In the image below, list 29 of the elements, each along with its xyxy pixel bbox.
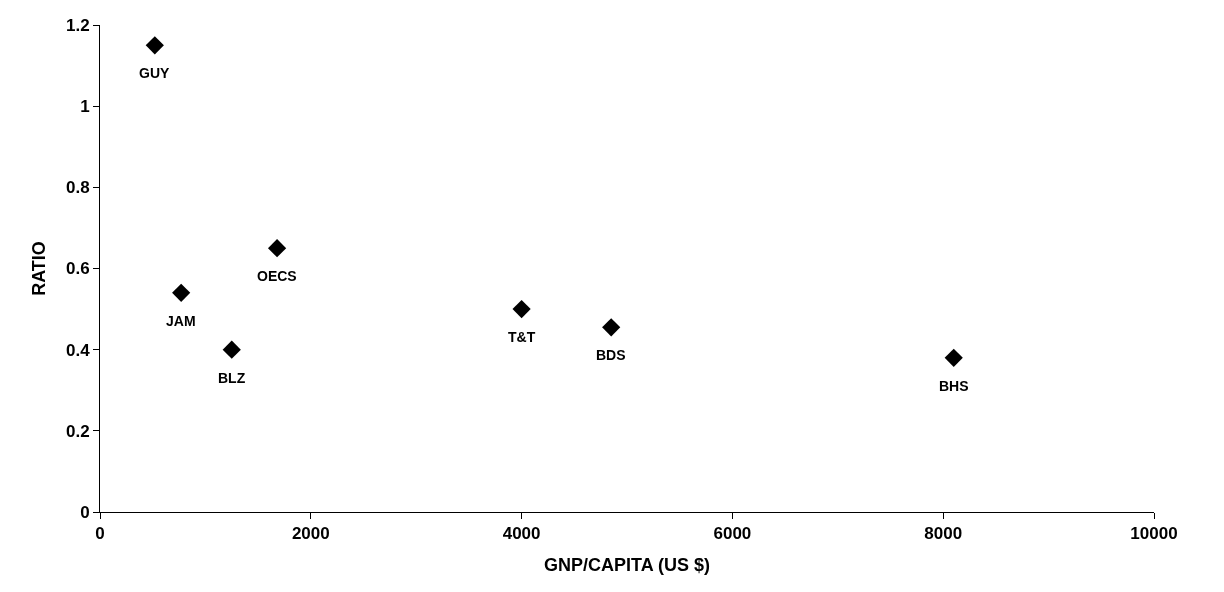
annotation: BLZ [218, 370, 246, 386]
y-tick-label: 0.2 [65, 421, 90, 441]
annotation: GUY [139, 65, 170, 81]
point [172, 283, 191, 302]
y-axis-title: RATIO [29, 241, 50, 296]
y-tick-label: 0.8 [65, 178, 90, 198]
annotation: BHS [939, 378, 969, 394]
x-tick-label: 0 [95, 524, 105, 544]
annotation: T&T [508, 329, 536, 345]
point [512, 299, 531, 319]
x-axis-title: GNP/CAPITA (US $) [543, 554, 711, 575]
point [222, 340, 241, 359]
annotation: JAM [166, 313, 196, 329]
x-tick-label: 8000 [924, 524, 963, 544]
x-tick-label: 4000 [502, 524, 541, 544]
y-tick-label: 1 [80, 97, 90, 117]
point [944, 348, 963, 367]
x-tick-label: 6000 [713, 524, 752, 544]
point [602, 318, 621, 337]
y-tick-label: 0.6 [65, 259, 90, 279]
annotation: BDS [596, 347, 626, 363]
y-tick-label: 0.4 [65, 340, 91, 360]
annotation: OECS [257, 268, 297, 284]
x-tick-label: 2000 [291, 524, 330, 544]
point [267, 239, 287, 258]
y-tick-label: 1.2 [65, 15, 90, 35]
y-tick-label: 0 [80, 502, 90, 522]
point [145, 36, 164, 55]
x-tick-label: 10000 [1130, 524, 1178, 544]
